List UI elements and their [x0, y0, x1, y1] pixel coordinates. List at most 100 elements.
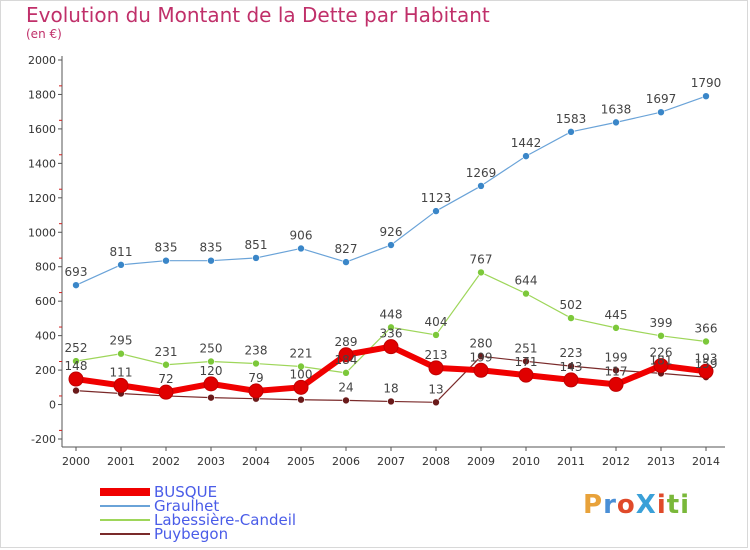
data-point-graulhet	[432, 207, 440, 215]
data-label-graulhet: 906	[290, 228, 313, 242]
y-tick-label: 1200	[28, 192, 56, 205]
data-point-busque	[563, 372, 579, 388]
logo-letter: i	[680, 490, 691, 520]
data-point-graulhet	[387, 241, 395, 249]
y-tick-label: 800	[35, 261, 56, 274]
data-point-puybegon	[477, 352, 485, 361]
data-label-puybegon: 280	[470, 336, 493, 350]
data-point-graulhet	[117, 261, 125, 269]
data-point-graulhet	[252, 254, 260, 262]
data-point-busque	[338, 347, 354, 363]
legend-label: Labessière-Candeil	[154, 511, 297, 529]
data-point-puybegon	[432, 398, 440, 407]
data-point-graulhet	[567, 128, 575, 136]
data-point-graulhet	[72, 281, 80, 289]
data-point-busque	[68, 371, 84, 387]
x-tick-label: 2003	[197, 455, 225, 468]
data-label-graulhet: 1697	[646, 92, 677, 106]
logo-letter: X	[635, 490, 657, 520]
y-tick-label: 200	[35, 364, 56, 377]
data-label-labessiere-candeil: 252	[65, 341, 88, 355]
data-point-busque	[608, 376, 624, 392]
logo-letter: r	[603, 490, 617, 520]
data-point-puybegon	[612, 366, 620, 375]
data-point-labessiere-candeil	[567, 314, 575, 322]
legend-label: Puybegon	[154, 525, 229, 543]
x-tick-label: 2001	[107, 455, 135, 468]
data-label-graulhet: 851	[245, 238, 268, 252]
data-point-busque	[113, 377, 129, 393]
x-tick-label: 2009	[467, 455, 495, 468]
data-point-labessiere-candeil	[297, 362, 305, 371]
data-point-puybegon	[522, 357, 530, 366]
data-label-puybegon: 13	[428, 382, 443, 396]
data-label-graulhet: 1123	[421, 191, 452, 205]
data-label-puybegon: 223	[560, 346, 583, 360]
data-point-puybegon	[297, 395, 305, 404]
data-label-busque: 148	[65, 359, 88, 373]
data-point-puybegon	[72, 386, 80, 395]
data-label-graulhet: 1583	[556, 112, 587, 126]
data-label-busque: 117	[605, 364, 628, 378]
data-point-graulhet	[162, 256, 170, 265]
x-tick-label: 2005	[287, 455, 315, 468]
x-tick-label: 2002	[152, 455, 180, 468]
data-label-labessiere-candeil: 250	[200, 341, 223, 355]
y-tick-label: 1400	[28, 157, 56, 170]
data-point-busque	[383, 339, 399, 355]
data-point-puybegon	[207, 393, 215, 402]
y-tick-label: 600	[35, 295, 56, 308]
x-tick-label: 2006	[332, 455, 360, 468]
y-tick-label: 1800	[28, 88, 56, 101]
data-label-busque: 336	[380, 327, 403, 341]
data-label-puybegon: 18	[383, 381, 398, 395]
data-point-busque	[428, 360, 444, 376]
data-point-graulhet	[612, 118, 620, 127]
data-point-labessiere-candeil	[117, 349, 125, 358]
chart-series	[68, 92, 714, 407]
data-label-labessiere-candeil: 448	[380, 307, 403, 321]
data-point-labessiere-candeil	[702, 337, 710, 346]
data-label-puybegon: 181	[650, 353, 673, 367]
data-label-busque: 193	[695, 351, 718, 365]
data-label-graulhet: 1790	[691, 76, 722, 90]
data-point-busque	[293, 379, 309, 395]
legend-label: BUSQUE	[154, 483, 218, 501]
data-point-busque	[473, 362, 489, 378]
data-label-labessiere-candeil: 238	[245, 344, 268, 358]
logo-letter: i	[656, 490, 667, 520]
data-label-graulhet: 1269	[466, 166, 497, 180]
y-tick-label: -200	[31, 433, 56, 446]
x-tick-label: 2012	[602, 455, 630, 468]
data-label-puybegon: 24	[338, 380, 353, 394]
x-tick-label: 2013	[647, 455, 675, 468]
x-tick-label: 2004	[242, 455, 270, 468]
data-label-labessiere-candeil: 221	[290, 346, 313, 360]
data-label-busque: 100	[290, 367, 313, 381]
data-label-graulhet: 1442	[511, 136, 542, 150]
logo-letter: P	[583, 490, 604, 520]
data-point-graulhet	[477, 182, 485, 190]
x-tick-label: 2011	[557, 455, 585, 468]
data-point-puybegon	[342, 396, 350, 405]
x-tick-label: 2008	[422, 455, 450, 468]
data-point-graulhet	[522, 152, 530, 160]
data-label-graulhet: 835	[155, 241, 178, 255]
y-tick-label: 1600	[28, 123, 56, 136]
data-point-labessiere-candeil	[387, 323, 395, 332]
data-label-labessiere-candeil: 767	[470, 252, 493, 266]
y-tick-label: 2000	[28, 54, 56, 67]
chart-title: Evolution du Montant de la Dette par Hab…	[26, 3, 490, 27]
data-point-labessiere-candeil	[342, 369, 350, 377]
data-label-puybegon: 159	[695, 357, 718, 371]
legend-swatch	[100, 488, 150, 496]
data-point-labessiere-candeil	[162, 360, 170, 369]
data-label-busque: 120	[200, 364, 223, 378]
data-label-puybegon: 251	[515, 341, 538, 355]
data-label-labessiere-candeil: 366	[695, 321, 718, 335]
legend-label: Graulhet	[154, 497, 220, 515]
data-label-busque: 213	[425, 348, 448, 362]
legend-swatch	[100, 533, 150, 535]
